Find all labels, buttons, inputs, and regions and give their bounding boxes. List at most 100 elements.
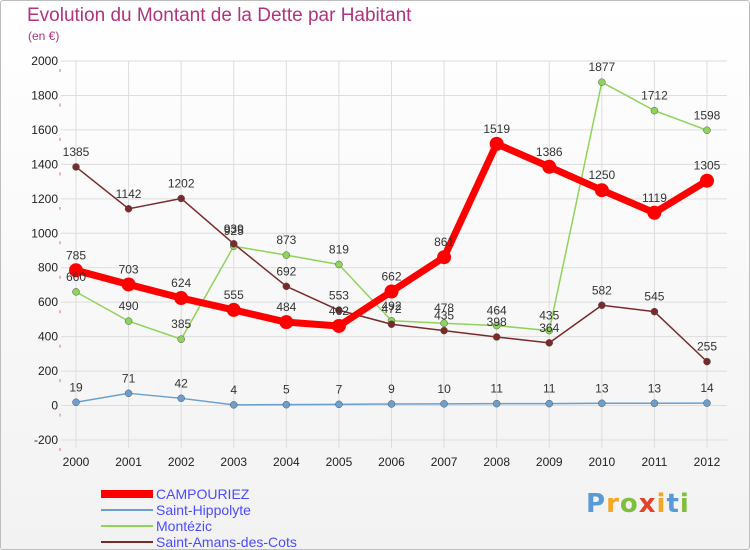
legend-label-saint-hippolyte: Saint-Hippolyte: [156, 502, 251, 518]
data-label: 553: [329, 288, 349, 302]
y-tick-label: 1000: [31, 226, 58, 240]
data-point: [279, 315, 294, 330]
data-label: 4: [230, 383, 237, 397]
proxiti-logo: Proxiti: [586, 489, 690, 519]
y-tick-label: 200: [38, 364, 58, 378]
data-point: [177, 394, 185, 403]
data-label: 11: [490, 382, 503, 396]
data-point: [703, 399, 711, 407]
data-point: [124, 389, 133, 398]
data-point: [387, 320, 396, 328]
x-tick-label: 2010: [588, 455, 615, 469]
data-label: 10: [437, 382, 451, 396]
data-point: [177, 194, 185, 203]
data-point: [598, 301, 606, 310]
legend-swatch-saint-hippolyte: [101, 509, 153, 511]
y-tick-label: 600: [38, 295, 58, 309]
data-point: [647, 205, 662, 220]
legend-label-montezic: Montézic: [156, 518, 213, 534]
data-label: 484: [276, 300, 296, 314]
x-tick-label: 2007: [431, 455, 458, 469]
data-label: 364: [539, 321, 559, 335]
data-point: [331, 318, 346, 333]
data-label: 14: [700, 381, 714, 395]
data-point: [335, 400, 343, 409]
data-label: 662: [381, 270, 401, 284]
data-point: [440, 400, 448, 408]
x-tick-label: 2008: [483, 455, 510, 469]
data-point: [650, 399, 659, 408]
data-label: 1119: [642, 191, 667, 205]
data-label: 1202: [168, 176, 195, 190]
data-label: 398: [487, 315, 507, 329]
data-point: [124, 317, 133, 325]
data-label: 925: [224, 224, 244, 238]
data-point: [72, 288, 80, 296]
data-point: [650, 307, 659, 316]
data-point: [335, 306, 343, 315]
chart-title: Evolution du Montant de la Dette par Hab…: [27, 5, 412, 26]
data-label: 703: [119, 262, 139, 276]
data-point: [437, 250, 452, 265]
data-label: 5: [283, 383, 290, 397]
legend-swatch-montezic: [101, 525, 153, 527]
data-point: [594, 183, 609, 198]
data-label: 490: [119, 299, 139, 313]
data-label: 861: [434, 235, 454, 249]
data-point: [440, 319, 448, 327]
data-point: [598, 78, 606, 86]
data-label: 1305: [694, 159, 721, 173]
data-point: [492, 399, 501, 408]
x-tick-label: 2002: [168, 455, 195, 469]
data-label: 873: [276, 233, 296, 247]
data-label: 478: [434, 301, 454, 315]
y-tick-label: 400: [38, 330, 58, 344]
x-tick-label: 2004: [273, 455, 300, 469]
x-tick-label: 2006: [378, 455, 405, 469]
data-point: [335, 260, 343, 269]
data-point: [387, 400, 396, 408]
data-point: [72, 398, 80, 407]
data-label: 385: [171, 317, 191, 331]
y-tick-label: 1600: [31, 123, 58, 137]
data-label: 1250: [588, 168, 615, 182]
data-label: 42: [174, 376, 188, 390]
y-tick-label: 1400: [31, 157, 58, 171]
x-tick-label: 2000: [63, 455, 90, 469]
data-point: [598, 399, 606, 408]
legend-label-saint-amans-des-cots: Saint-Amans-des-Cots: [156, 534, 297, 550]
y-tick-label: 2000: [31, 54, 58, 68]
data-label: 545: [644, 290, 664, 304]
data-label: 472: [381, 302, 401, 316]
data-point: [492, 321, 501, 330]
data-point: [440, 326, 448, 335]
data-point: [121, 277, 136, 292]
data-label: 435: [539, 309, 559, 323]
x-tick-label: 2003: [220, 455, 247, 469]
data-label: 13: [595, 381, 609, 395]
y-tick-label: 800: [38, 261, 58, 275]
data-point: [492, 333, 501, 341]
data-label: 1877: [588, 60, 615, 74]
data-label: 1142: [116, 187, 142, 201]
data-point: [177, 335, 185, 343]
data-label: 1598: [694, 108, 721, 122]
data-label: 624: [171, 276, 191, 290]
legend-swatch-campouriez: [101, 490, 153, 498]
data-point: [542, 159, 557, 174]
data-point: [489, 136, 504, 151]
x-tick-label: 2011: [642, 455, 668, 469]
chart-subtitle: (en €): [28, 29, 60, 43]
data-point: [545, 339, 553, 347]
legend-label-campouriez: CAMPOURIEZ: [156, 486, 250, 502]
data-point: [230, 240, 238, 248]
legend-swatch-saint-amans-des-cots: [101, 541, 153, 543]
data-point: [72, 163, 80, 171]
data-label: 1712: [641, 89, 668, 103]
data-label: 582: [592, 283, 612, 297]
data-point: [703, 126, 711, 135]
data-label: 11: [543, 382, 556, 396]
data-point: [650, 106, 659, 115]
